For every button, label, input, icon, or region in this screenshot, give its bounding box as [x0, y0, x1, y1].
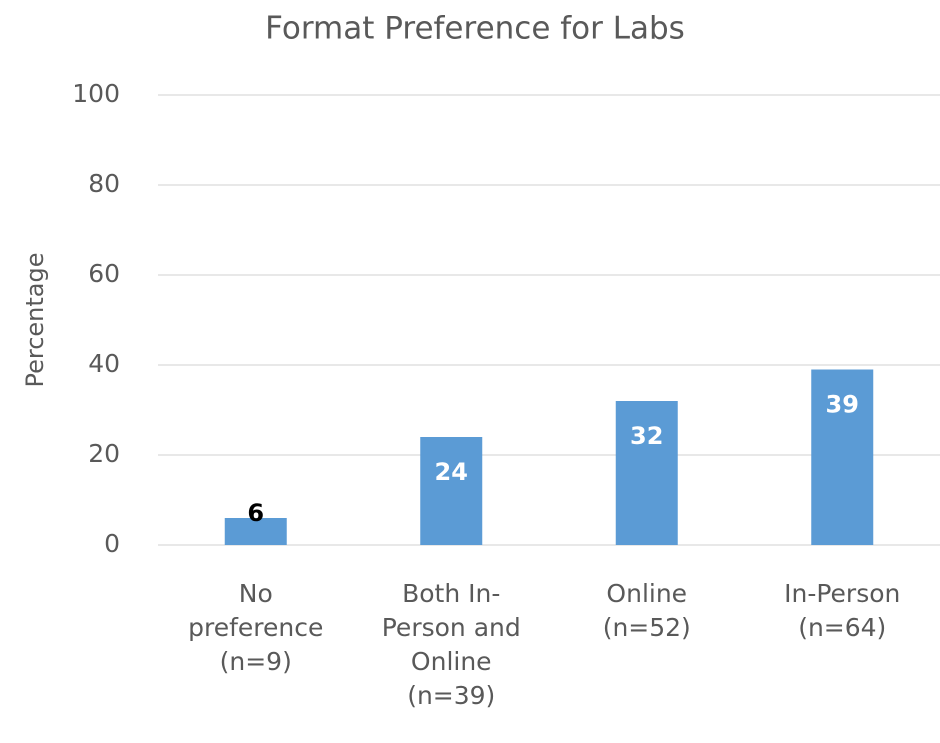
bar — [420, 437, 483, 545]
data-label: 32 — [630, 422, 663, 450]
y-tick-label: 80 — [88, 169, 120, 198]
data-label: 24 — [435, 458, 468, 486]
x-tick-label: Online (n=52) — [602, 579, 691, 642]
y-tick-label: 0 — [104, 529, 120, 558]
bar — [615, 401, 678, 545]
data-label: 39 — [826, 391, 859, 419]
y-tick-label: 20 — [88, 439, 120, 468]
y-tick-label: 60 — [88, 259, 120, 288]
bar — [224, 518, 287, 545]
y-axis-label: Percentage — [21, 252, 49, 387]
x-tick-label: In-Person (n=64) — [784, 579, 901, 642]
bar — [811, 369, 874, 545]
y-tick-label: 40 — [88, 349, 120, 378]
y-tick-label: 100 — [72, 79, 120, 108]
chart-title: Format Preference for Labs — [265, 11, 685, 47]
data-label: 6 — [247, 499, 264, 527]
x-tick-label: No preference (n=9) — [188, 579, 324, 676]
x-tick-label: Both In-Person and Online (n=39) — [381, 579, 521, 710]
